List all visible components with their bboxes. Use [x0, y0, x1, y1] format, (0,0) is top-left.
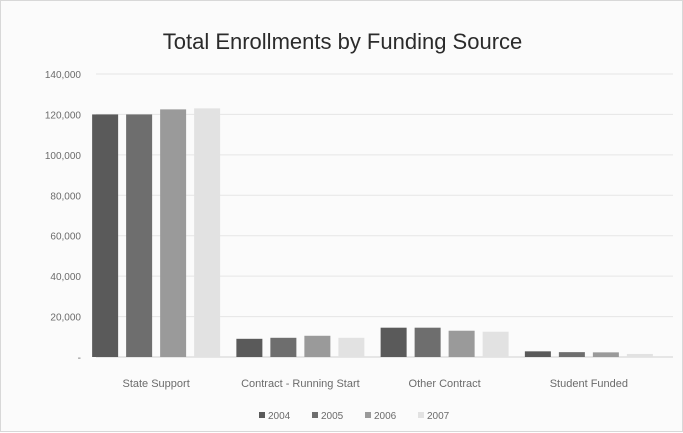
legend-swatch-2005 — [312, 412, 318, 418]
legend-label: 2005 — [321, 411, 344, 422]
y-tick-label: 120,000 — [45, 110, 82, 121]
legend-swatch-2006 — [365, 412, 371, 418]
bar-2006-3 — [592, 352, 619, 357]
category-label: Student Funded — [550, 378, 628, 390]
legend-label: 2007 — [427, 411, 450, 422]
grid-layer — [96, 73, 673, 318]
bar-2004-1 — [236, 338, 263, 357]
chart-title: Total Enrollments by Funding Source — [162, 29, 523, 54]
y-tick-label: 100,000 — [45, 151, 82, 162]
category-label: State Support — [122, 378, 189, 390]
y-tick-label: 60,000 — [50, 232, 81, 243]
bar-2006-0 — [160, 109, 187, 357]
y-tick-label: 140,000 — [45, 70, 82, 81]
bar-2006-1 — [304, 335, 331, 357]
legend-swatch-2007 — [418, 412, 424, 418]
bar-2005-0 — [126, 114, 153, 357]
bar-2007-2 — [482, 331, 509, 357]
bar-2007-1 — [338, 337, 365, 357]
bar-2006-2 — [448, 330, 475, 357]
y-tick-label: - — [78, 353, 81, 364]
y-tick-label: 20,000 — [50, 313, 81, 324]
bar-2004-0 — [92, 114, 119, 357]
bar-2004-2 — [380, 327, 407, 357]
y-tick-label: 80,000 — [50, 191, 81, 202]
bar-2005-1 — [270, 337, 297, 357]
bar-2005-3 — [558, 352, 585, 357]
bar-2007-0 — [194, 108, 221, 357]
category-label: Contract - Running Start — [241, 378, 360, 390]
legend-label: 2006 — [374, 411, 397, 422]
legend-swatch-2004 — [259, 412, 265, 418]
bar-2005-2 — [414, 327, 441, 357]
legend: 2004 2005 2006 2007 — [259, 411, 450, 422]
bar-2004-3 — [524, 351, 551, 357]
bar-2007-3 — [626, 353, 653, 357]
category-label: Other Contract — [409, 378, 481, 390]
bars-layer — [92, 108, 653, 357]
legend-label: 2004 — [268, 411, 291, 422]
y-tick-label: 40,000 — [50, 272, 81, 283]
